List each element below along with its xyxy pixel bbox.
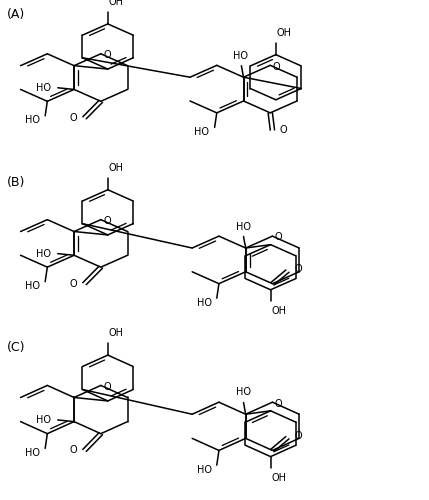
Text: O: O [295,431,302,441]
Text: HO: HO [196,298,211,308]
Text: O: O [103,216,111,226]
Text: HO: HO [25,282,40,292]
Text: HO: HO [25,116,40,126]
Text: HO: HO [194,127,209,137]
Text: (C): (C) [6,341,25,354]
Text: OH: OH [109,0,124,8]
Text: O: O [69,113,77,123]
Text: HO: HO [36,83,51,93]
Text: HO: HO [25,448,40,458]
Text: O: O [69,278,77,288]
Text: OH: OH [109,164,124,173]
Text: HO: HO [196,465,211,475]
Text: O: O [275,232,282,242]
Text: O: O [295,264,302,274]
Text: OH: OH [272,474,287,484]
Text: HO: HO [36,248,51,258]
Text: OH: OH [277,28,292,38]
Text: O: O [69,446,77,456]
Text: HO: HO [233,50,248,60]
Text: (B): (B) [6,176,25,188]
Text: O: O [103,50,111,60]
Text: HO: HO [236,388,251,398]
Text: OH: OH [272,306,287,316]
Text: HO: HO [36,415,51,425]
Text: (A): (A) [6,8,25,21]
Text: O: O [280,125,287,135]
Text: O: O [103,382,111,392]
Text: O: O [272,62,280,72]
Text: HO: HO [236,222,251,232]
Text: O: O [275,398,282,408]
Text: OH: OH [109,328,124,338]
